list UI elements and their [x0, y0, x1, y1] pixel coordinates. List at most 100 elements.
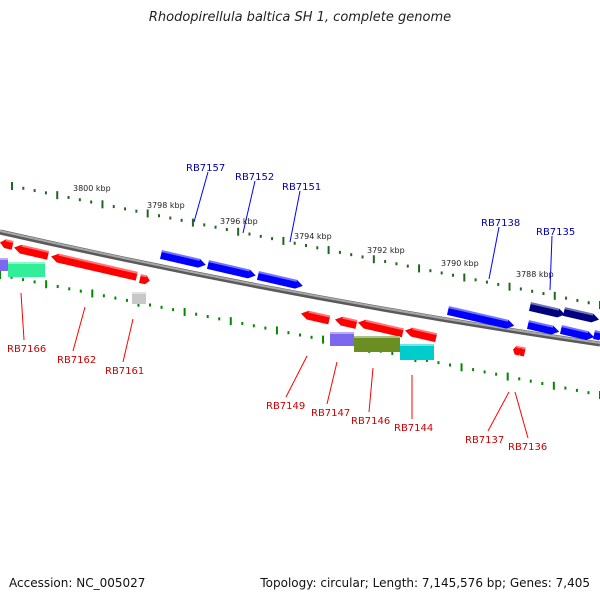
reverse-gene[interactable]	[300, 309, 331, 325]
forward-gene-dark[interactable]	[528, 302, 566, 319]
reverse-gene[interactable]	[517, 346, 526, 357]
scale-label: 3800 kbp	[73, 184, 111, 193]
forward-gene[interactable]	[159, 250, 207, 269]
bottom-scale-minor-tick	[125, 298, 128, 302]
bottom-scale-minor-tick	[483, 370, 486, 374]
gene-grey-body	[132, 292, 146, 304]
bottom-scale-minor-tick	[33, 280, 36, 284]
top-scale-minor-tick	[67, 195, 70, 199]
top-scale-major-tick	[11, 182, 13, 190]
forward-gene[interactable]	[592, 330, 600, 341]
gene-slate-body	[330, 332, 354, 346]
bottom-scale-minor-tick	[541, 381, 544, 385]
reverse-gene-body	[405, 327, 438, 343]
top-scale-major-tick	[372, 255, 375, 264]
bottom-scale-minor-tick	[68, 287, 71, 291]
forward-gene-dark-body	[562, 307, 600, 323]
forward-gene-shine	[161, 250, 201, 261]
label-leader-lines	[20, 171, 553, 439]
forward-gene-body	[526, 320, 560, 335]
gene-olive[interactable]	[354, 336, 400, 352]
forward-gene-dark[interactable]	[562, 307, 600, 324]
top-scale-major-tick	[282, 236, 285, 245]
top-scale-major-tick	[463, 273, 466, 282]
top-scale-minor-tick	[531, 289, 534, 293]
reverse-gene[interactable]	[13, 243, 50, 260]
bottom-scale-minor-tick	[587, 391, 590, 395]
gene-slate-body	[0, 258, 8, 271]
forward-gene-shine	[561, 325, 589, 334]
reverse-gene-label: RB7146	[351, 416, 390, 427]
gene-slate[interactable]	[330, 332, 354, 346]
scale-label: 3792 kbp	[367, 246, 405, 255]
forward-gene[interactable]	[206, 260, 257, 280]
reverse-gene[interactable]	[404, 326, 438, 343]
bottom-scale-minor-tick	[529, 379, 532, 383]
forward-gene[interactable]	[256, 271, 304, 290]
bottom-scale-major-tick	[460, 363, 463, 372]
bottom-scale-minor-tick	[149, 303, 151, 307]
forward-gene-shine	[594, 330, 600, 334]
reverse-gene[interactable]	[50, 252, 138, 281]
forward-gene-shine	[258, 271, 298, 282]
bottom-scale-minor-tick	[102, 294, 105, 298]
top-scale-minor-tick	[361, 255, 364, 259]
top-scale-minor-tick	[587, 301, 590, 305]
gene-aqua[interactable]	[8, 262, 45, 277]
top-scale-minor-tick	[22, 186, 25, 190]
reverse-gene-body	[358, 319, 404, 338]
gene-aqua-body	[8, 262, 45, 277]
top-scale-minor-tick	[78, 198, 81, 202]
reverse-gene-label: RB7166	[7, 344, 46, 355]
reverse-gene[interactable]	[138, 274, 151, 285]
bottom-scale-minor-tick	[10, 275, 13, 279]
reverse-leader	[514, 391, 529, 439]
bottom-scale-major-tick	[183, 307, 186, 316]
forward-gene-dark-shine	[564, 307, 594, 316]
forward-gene-body	[446, 306, 515, 329]
gene-olive-body	[354, 336, 400, 352]
bottom-scale-major-tick	[275, 326, 278, 335]
gene-slate[interactable]	[0, 258, 8, 271]
top-scale-minor-tick	[565, 296, 568, 300]
bottom-scale-minor-tick	[172, 308, 175, 312]
reverse-gene-shine	[516, 345, 521, 349]
bottom-scale-major-tick	[91, 289, 94, 298]
scale-label: 3788 kbp	[516, 270, 554, 279]
top-scale-minor-tick	[124, 207, 127, 211]
reverse-gene[interactable]	[357, 318, 404, 338]
forward-gene[interactable]	[526, 320, 560, 336]
top-scale-minor-tick	[225, 227, 228, 231]
scale-label: 3794 kbp	[294, 232, 332, 241]
bottom-scale-minor-tick	[114, 296, 117, 300]
scale-label: 3798 kbp	[147, 201, 185, 210]
top-scale-major-tick	[101, 200, 104, 209]
top-scale-minor-tick	[248, 232, 251, 236]
top-scale-minor-tick	[259, 234, 262, 238]
bottom-scale-minor-tick	[241, 321, 244, 325]
genome-title: Rhodopirellula baltica SH 1, complete ge…	[148, 10, 452, 25]
forward-gene[interactable]	[446, 306, 515, 330]
forward-gene-label: RB7152	[235, 172, 274, 183]
top-scale-major-tick	[56, 191, 59, 200]
top-scale-minor-tick	[519, 287, 522, 291]
reverse-gene[interactable]	[334, 315, 358, 329]
bottom-scale-major-tick	[0, 271, 1, 279]
top-scale-minor-tick	[542, 292, 545, 296]
gene-cyan[interactable]	[400, 344, 434, 360]
gene-grey[interactable]	[132, 292, 146, 304]
bottom-scale-minor-tick	[425, 358, 428, 362]
top-scale-minor-tick	[316, 246, 319, 250]
reverse-gene[interactable]	[0, 238, 14, 250]
gene-track[interactable]	[0, 238, 600, 360]
reverse-gene-shine	[21, 244, 50, 253]
forward-leader	[193, 171, 209, 223]
bottom-scale-minor-tick	[518, 377, 521, 381]
scale-label: 3790 kbp	[441, 259, 479, 268]
bottom-scale-major-tick	[552, 381, 555, 390]
forward-gene-label: RB7157	[186, 163, 225, 174]
forward-gene[interactable]	[559, 325, 595, 341]
reverse-gene-label: RB7162	[57, 355, 96, 366]
reverse-gene-body	[335, 316, 358, 329]
